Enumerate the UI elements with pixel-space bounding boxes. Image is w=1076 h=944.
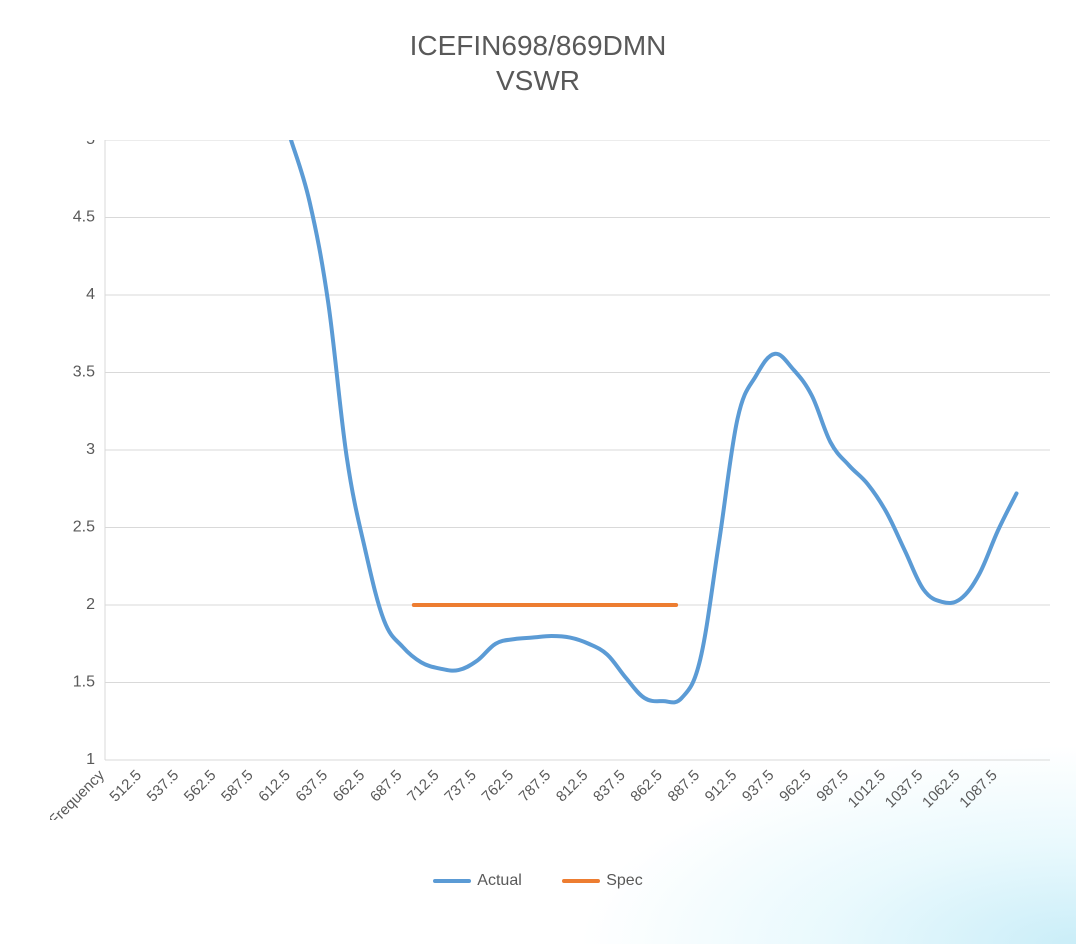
legend-item-actual: Actual	[433, 872, 521, 890]
x-tick-label: 837.5	[590, 767, 629, 806]
x-tick-label: 737.5	[441, 767, 480, 806]
legend-item-spec: Spec	[562, 872, 642, 890]
x-tick-label: 537.5	[144, 767, 183, 806]
chart-title-line2: VSWR	[0, 63, 1076, 98]
chart-plot-area: 1 1.5 2 2.5 3 3.5 4 4.5 5 Frequency512.5537.5562.…	[50, 140, 1050, 820]
y-tick-label: 3.5	[73, 364, 95, 381]
y-tick-label: 2.5	[73, 519, 95, 536]
x-tick-label: 1087.5	[956, 767, 1000, 811]
chart-svg: 1 1.5 2 2.5 3 3.5 4 4.5 5 Frequency512.5537.5562.…	[50, 140, 1050, 820]
y-tick-label: 5	[86, 140, 95, 148]
chart-title: ICEFIN698/869DMN VSWR	[0, 28, 1076, 98]
x-tick-label: 637.5	[292, 767, 331, 806]
x-tick-label: 512.5	[106, 767, 145, 806]
x-tick-label: 1012.5	[845, 767, 889, 811]
x-tick-label: 687.5	[367, 767, 406, 806]
y-tick-label: 4.5	[73, 209, 95, 226]
x-axis-header-label: Frequency	[50, 766, 108, 820]
x-tick-label: 887.5	[665, 767, 704, 806]
y-tick-label: 2	[86, 596, 95, 613]
chart-legend: Actual Spec	[0, 870, 1076, 890]
x-tick-label: 612.5	[255, 767, 294, 806]
y-tick-label: 4	[86, 286, 95, 303]
legend-swatch-actual	[433, 879, 471, 883]
legend-label-actual: Actual	[477, 872, 521, 890]
x-tick-label: 962.5	[776, 767, 815, 806]
chart-title-line1: ICEFIN698/869DMN	[0, 28, 1076, 63]
x-tick-label: 787.5	[516, 767, 555, 806]
series-line-actual	[291, 140, 1016, 702]
x-tick-label: 937.5	[739, 767, 778, 806]
x-tick-label: 912.5	[702, 767, 741, 806]
y-tick-label: 1	[86, 751, 95, 768]
x-tick-label: 762.5	[479, 767, 518, 806]
x-tick-label: 1037.5	[882, 767, 926, 811]
x-tick-label: 1062.5	[919, 767, 963, 811]
x-tick-label: 662.5	[330, 767, 369, 806]
legend-swatch-spec	[562, 879, 600, 883]
x-tick-label: 862.5	[627, 767, 666, 806]
legend-label-spec: Spec	[606, 872, 642, 890]
y-tick-label: 3	[86, 441, 95, 458]
x-tick-label: 712.5	[404, 767, 443, 806]
y-tick-label: 1.5	[73, 674, 95, 691]
x-tick-label: 812.5	[553, 767, 592, 806]
x-tick-label: 587.5	[218, 767, 257, 806]
x-tick-label: 562.5	[181, 767, 220, 806]
